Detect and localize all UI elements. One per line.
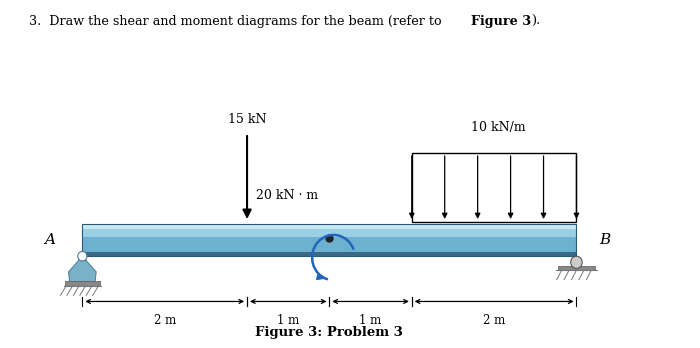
Text: 1 m: 1 m [360,314,382,327]
Bar [83,237,577,252]
Polygon shape [69,256,96,282]
Text: 20 kN · m: 20 kN · m [256,189,318,202]
Text: A: A [44,233,55,247]
Bar [65,280,99,286]
Circle shape [78,251,87,261]
Text: 15 kN: 15 kN [228,113,266,126]
Text: ).: ). [531,15,540,28]
Bar [559,266,594,270]
Text: 2 m: 2 m [483,314,505,327]
Text: 3.  Draw the shear and moment diagrams for the beam (refer to: 3. Draw the shear and moment diagrams fo… [29,15,445,28]
Bar [83,224,577,229]
Text: B: B [600,233,611,247]
Text: 10 kN/m: 10 kN/m [471,121,526,134]
Bar [83,229,577,237]
Text: 2 m: 2 m [153,314,176,327]
Text: Figure 3: Figure 3 [471,15,531,28]
Circle shape [570,256,582,268]
Bar [412,153,577,222]
Bar [83,224,577,256]
Text: Figure 3: Problem 3: Figure 3: Problem 3 [256,326,403,339]
Bar [83,252,577,256]
Text: 1 m: 1 m [277,314,300,327]
